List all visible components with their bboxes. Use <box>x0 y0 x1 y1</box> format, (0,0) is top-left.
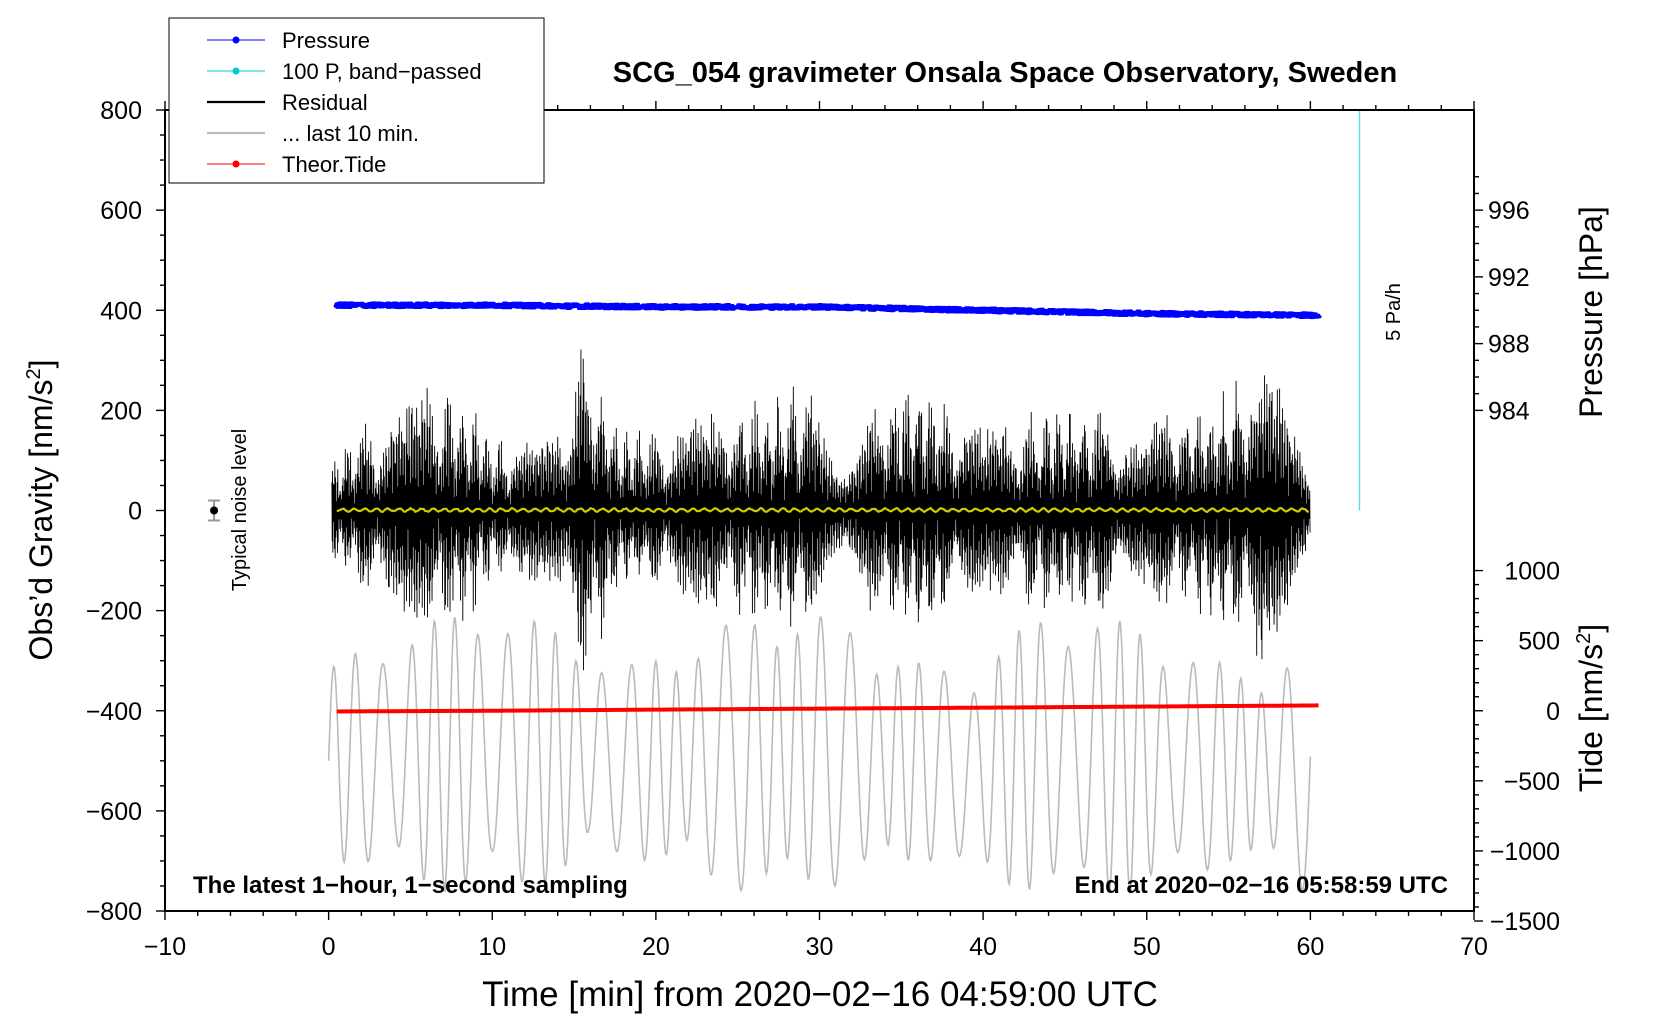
x-tick-label: 40 <box>969 933 997 961</box>
tide-tick-label: −500 <box>1504 768 1560 796</box>
noise-level-marker <box>208 499 221 522</box>
tide-tick-label: −1000 <box>1490 838 1560 866</box>
tide-tick-label: 500 <box>1518 628 1560 656</box>
pressure-tick-label: 984 <box>1488 397 1530 425</box>
x-tick-label: 50 <box>1133 933 1161 961</box>
y-axis-label-tide: Tide [nm/s2] <box>1573 624 1609 792</box>
legend-label: Theor.Tide <box>282 152 386 177</box>
pressure-series <box>333 301 1322 320</box>
annotation-bottom-left: The latest 1−hour, 1−second sampling <box>193 872 628 899</box>
y-axis-label-left: Obs’d Gravity [nm/s2] <box>23 360 59 661</box>
pressure-tick-labels: 996 992 988 984 <box>1488 197 1530 425</box>
pressure-tick-label: 996 <box>1488 197 1530 225</box>
y-tick-label: −600 <box>86 798 142 826</box>
residual-series <box>331 349 1311 671</box>
legend-box <box>168 17 545 184</box>
x-tick-label: 10 <box>478 933 506 961</box>
pressure-tick-label: 992 <box>1488 264 1530 292</box>
legend-label: 100 P, band−passed <box>282 59 482 84</box>
legend-entry: 100 P, band−passed <box>207 59 482 84</box>
residual-smoothed-series <box>336 506 1310 514</box>
x-tick-label: 70 <box>1460 933 1488 961</box>
legend-label: Residual <box>282 90 368 115</box>
x-tick-label: 60 <box>1296 933 1324 961</box>
y-tick-label: −200 <box>86 598 142 626</box>
y-tick-label: 0 <box>128 498 142 526</box>
legend-entry: Residual <box>207 90 368 115</box>
pressure-tick-label: 988 <box>1488 331 1530 359</box>
legend-swatch-dot <box>232 160 240 168</box>
x-tick-labels: −10 0 10 20 30 40 50 60 70 <box>144 933 1488 961</box>
legend-entry: Pressure <box>207 28 370 53</box>
x-tick-label: −10 <box>144 933 186 961</box>
legend-label: Pressure <box>282 28 370 53</box>
x-axis-label: Time [min] from 2020−02−16 04:59:00 UTC <box>482 975 1158 1014</box>
theor-tide-series <box>336 703 1319 714</box>
annotation-bottom-right: End at 2020−02−16 05:58:59 UTC <box>1074 872 1448 899</box>
y-tick-label: −800 <box>86 898 142 926</box>
rate-label: 5 Pa/h <box>1383 283 1405 341</box>
tide-tick-label: 1000 <box>1504 558 1560 586</box>
y-tick-label: 600 <box>100 197 142 225</box>
x-tick-label: 0 <box>322 933 336 961</box>
noise-level-label: Typical noise level <box>229 429 251 591</box>
y-tick-label: −400 <box>86 698 142 726</box>
y-axis-label-pressure: Pressure [hPa] <box>1573 206 1609 418</box>
y-tick-label: 800 <box>100 97 142 125</box>
tide-tick-label: −1500 <box>1490 908 1560 936</box>
chart-title: SCG_054 gravimeter Onsala Space Observat… <box>613 57 1397 89</box>
x-tick-label: 20 <box>642 933 670 961</box>
tide-last10-series <box>327 616 1312 895</box>
y-tick-label: 400 <box>100 297 142 325</box>
legend-entry: ... last 10 min. <box>207 121 419 146</box>
legend-swatch-dot <box>232 67 240 75</box>
tide-tick-labels: 1000 500 0 −500 −1000 −1500 <box>1490 558 1560 936</box>
y-tick-label: 200 <box>100 397 142 425</box>
legend: Pressure 100 P, band−passed Residual ... la… <box>168 17 545 184</box>
tide-tick-label: 0 <box>1546 698 1560 726</box>
x-tick-label: 30 <box>806 933 834 961</box>
legend-entry: Theor.Tide <box>207 152 386 177</box>
legend-swatch-dot <box>232 36 240 44</box>
legend-label: ... last 10 min. <box>282 121 419 146</box>
y-left-tick-labels: 800 600 400 200 0 −200 −400 −600 −800 <box>86 97 142 926</box>
